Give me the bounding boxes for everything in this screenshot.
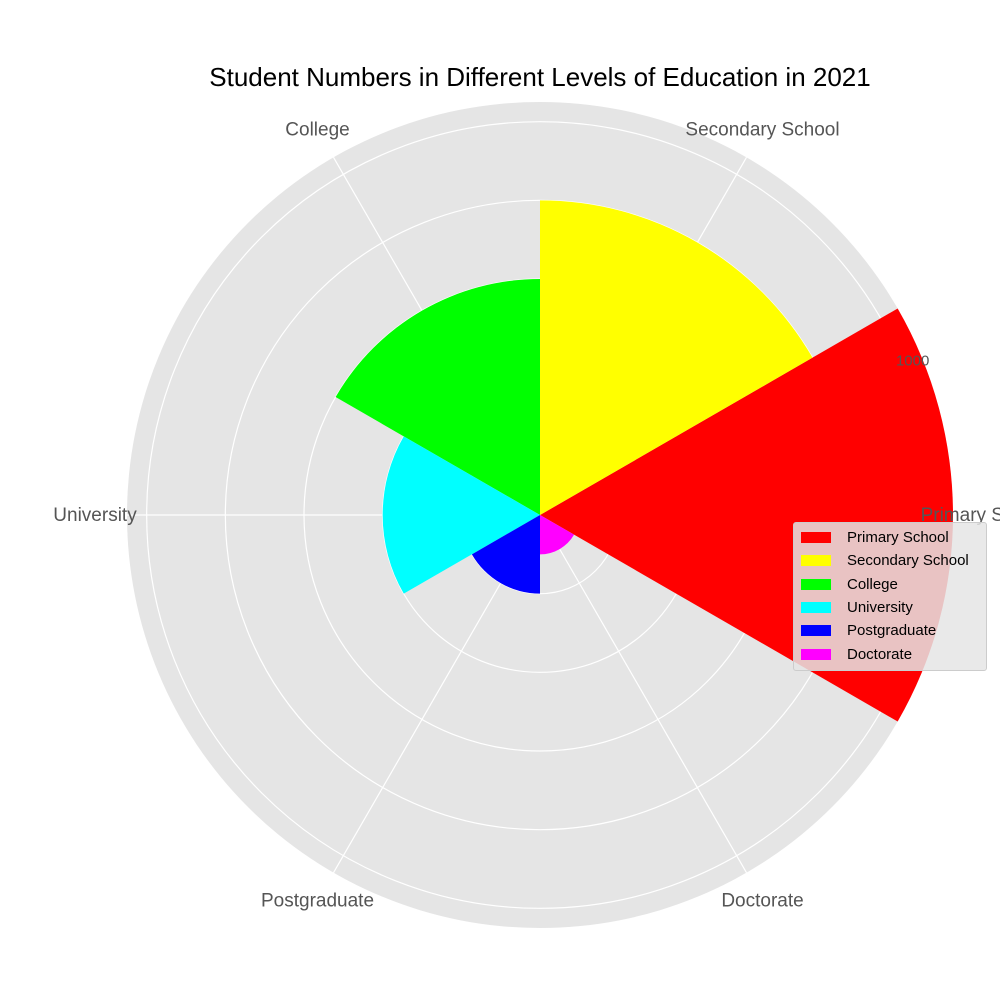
- legend-item-college: College: [794, 573, 986, 596]
- angular-gridline: [539, 514, 748, 873]
- category-label-secondary-school: Secondary School: [685, 120, 839, 141]
- legend-item-university: University: [794, 596, 986, 619]
- legend-label: Doctorate: [847, 645, 913, 663]
- bar-doctorate: [540, 515, 575, 555]
- legend-swatch: [801, 648, 831, 660]
- legend-item-secondary-school: Secondary School: [794, 549, 986, 572]
- radial-tick-label: 1000: [896, 353, 929, 370]
- legend-swatch: [801, 625, 831, 637]
- legend-swatch: [801, 578, 831, 590]
- legend-label: Postgraduate: [847, 622, 937, 640]
- category-label-university: University: [53, 505, 137, 526]
- category-label-college: College: [285, 120, 349, 141]
- legend-label: Primary School: [847, 529, 949, 547]
- legend-item-postgraduate: Postgraduate: [794, 619, 986, 642]
- legend-label: University: [847, 599, 913, 617]
- legend-label: College: [847, 575, 898, 593]
- legend-item-doctorate: Doctorate: [794, 642, 986, 665]
- bar-postgraduate: [471, 515, 540, 594]
- legend-swatch: [801, 532, 831, 544]
- bar-university: [382, 436, 540, 594]
- legend-swatch: [801, 602, 831, 614]
- legend: Primary School Secondary School College Uni…: [793, 522, 987, 671]
- chart-title: Student Numbers in Different Levels of E…: [209, 62, 871, 92]
- legend-label: Secondary School: [847, 552, 969, 570]
- bar-college: [335, 279, 540, 515]
- category-label-postgraduate: Postgraduate: [261, 890, 374, 911]
- category-labels: Primary School Secondary School College Uni…: [53, 120, 1000, 912]
- legend-swatch: [801, 555, 831, 567]
- bar-secondary-school: [540, 200, 813, 516]
- category-label-primary-school: Primary School: [921, 505, 1000, 526]
- legend-item-primary-school: Primary School: [794, 526, 986, 549]
- category-label-doctorate: Doctorate: [721, 890, 803, 911]
